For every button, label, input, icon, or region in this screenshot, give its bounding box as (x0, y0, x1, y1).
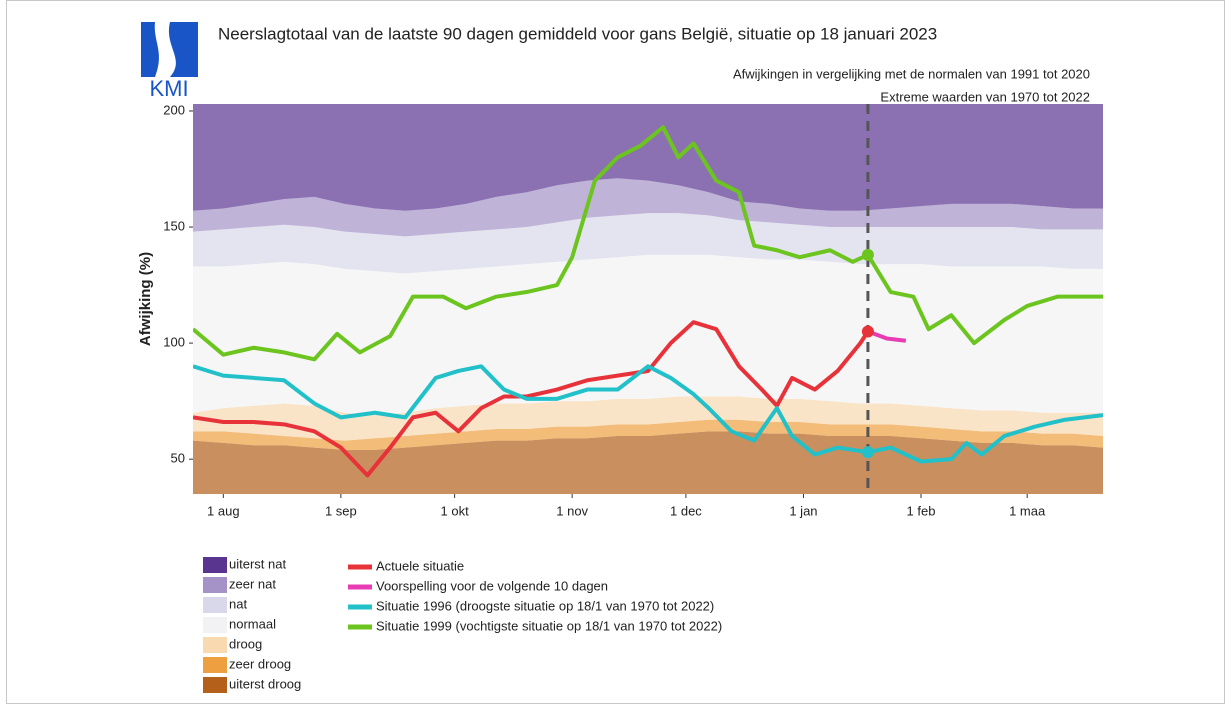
legend-label: uiterst nat (229, 556, 286, 571)
x-tick-label: 1 feb (907, 503, 936, 518)
legend-swatch (203, 677, 227, 693)
legend-swatch (203, 557, 227, 573)
line (193, 364, 1103, 464)
legend-label: nat (229, 596, 247, 611)
x-tick-label: 1 sep (325, 503, 357, 518)
legend-swatch (203, 597, 227, 613)
chart-title: Neerslagtotaal van de laatste 90 dagen g… (218, 24, 937, 43)
line (193, 320, 870, 478)
y-tick-label: 200 (163, 102, 185, 117)
legend-label: uiterst droog (229, 676, 301, 691)
x-tick-label: 1 dec (670, 503, 702, 518)
y-tick-label: 150 (163, 218, 185, 233)
legend-label: zeer droog (229, 656, 291, 671)
x-tick-label: 1 okt (441, 503, 470, 518)
plot-area (193, 104, 1103, 494)
y-axis-label: Afwijking (%) (137, 252, 154, 346)
legend-label: zeer nat (229, 576, 276, 591)
band (193, 213, 1103, 274)
y-tick-label: 50 (171, 451, 185, 466)
y-tick-label: 100 (163, 335, 185, 350)
logo: KMI (141, 22, 198, 101)
today-marker (861, 446, 874, 459)
x-tick-label: 1 aug (207, 503, 240, 518)
band (193, 396, 1103, 441)
legend-label: Voorspelling voor de volgende 10 dagen (376, 578, 608, 593)
band (193, 431, 1103, 494)
subtitle: Afwijkingen in vergelijking met de norma… (733, 66, 1090, 81)
band (193, 419, 1103, 450)
band (193, 104, 1103, 211)
legend-swatch (203, 637, 227, 653)
legend-label: normaal (229, 616, 276, 631)
x-tick-label: 1 jan (789, 503, 817, 518)
legend-label: droog (229, 636, 262, 651)
band (193, 178, 1103, 237)
logo-text: KMI (149, 76, 188, 101)
legend-swatch (203, 657, 227, 673)
today-marker (861, 248, 874, 261)
x-tick-label: 1 nov (556, 503, 588, 518)
legend-label: Situatie 1996 (droogste situatie op 18/1… (376, 598, 714, 613)
legend-swatch (203, 617, 227, 633)
legend-label: Situatie 1999 (vochtigste situatie op 18… (376, 618, 722, 633)
legend-swatch (203, 577, 227, 593)
line (193, 125, 1103, 362)
x-tick-label: 1 maa (1009, 503, 1046, 518)
legend-label: Actuele situatie (376, 558, 464, 573)
subtitle: Extreme waarden van 1970 tot 2022 (880, 89, 1090, 104)
line (867, 329, 907, 343)
today-marker (861, 325, 874, 338)
